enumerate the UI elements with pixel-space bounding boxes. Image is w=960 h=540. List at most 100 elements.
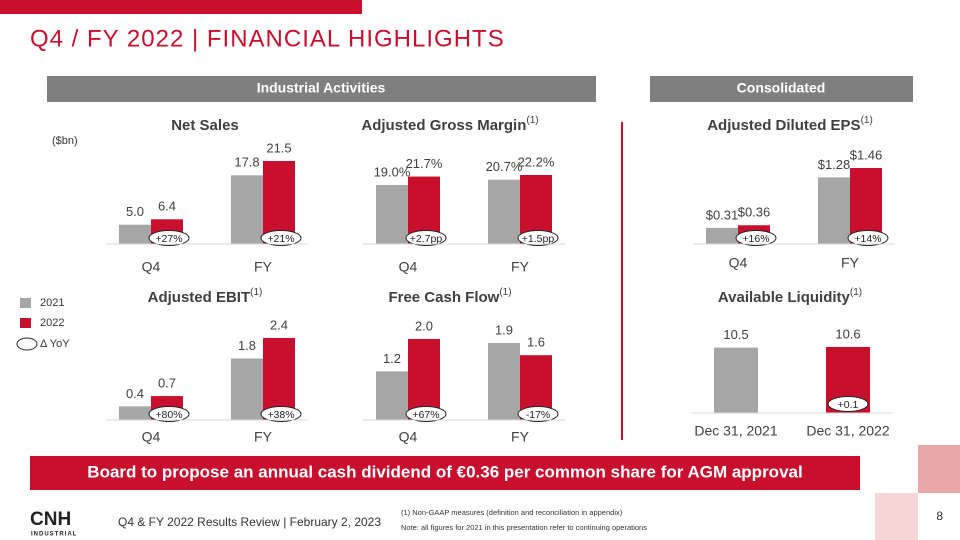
bar bbox=[376, 371, 408, 420]
bar bbox=[376, 184, 408, 244]
delta-label: +14% bbox=[854, 233, 881, 245]
value-label: 21.7% bbox=[406, 156, 443, 171]
delta-label: +67% bbox=[412, 409, 439, 421]
top-bar bbox=[0, 0, 362, 14]
delta-oval bbox=[405, 406, 447, 422]
chart-title-text: Adjusted EBIT bbox=[148, 289, 251, 306]
chart-title-text: Adjusted Diluted EPS bbox=[707, 117, 860, 134]
delta-oval bbox=[260, 230, 302, 246]
value-label: 19.0% bbox=[374, 164, 411, 179]
value-label: 2.0 bbox=[415, 318, 433, 333]
chart-title: Net Sales bbox=[171, 117, 239, 134]
value-label: 10.5 bbox=[723, 327, 748, 342]
category-label: FY bbox=[254, 429, 273, 445]
bar bbox=[119, 406, 151, 420]
chart-title: Adjusted Diluted EPS(1) bbox=[707, 115, 873, 134]
delta-oval bbox=[148, 230, 190, 246]
delta-label: +16% bbox=[742, 233, 769, 245]
value-label: 6.4 bbox=[158, 199, 176, 214]
unit-note: ($bn) bbox=[52, 135, 78, 147]
legend-label: 2022 bbox=[40, 317, 64, 329]
decor bbox=[875, 493, 918, 540]
chart-title: Adjusted EBIT(1) bbox=[148, 287, 263, 306]
value-label: 0.7 bbox=[158, 376, 176, 391]
bar bbox=[818, 177, 850, 244]
delta-label: +0.1 bbox=[838, 399, 859, 411]
footer-text: Q4 & FY 2022 Results Review | February 2… bbox=[118, 515, 381, 529]
category-label: Q4 bbox=[399, 429, 418, 445]
delta-label: +27% bbox=[155, 233, 182, 245]
title-note: (1) bbox=[250, 287, 262, 298]
bar bbox=[231, 175, 263, 244]
value-label: 1.9 bbox=[495, 322, 513, 337]
value-label: $0.36 bbox=[738, 205, 771, 220]
section-header bbox=[47, 76, 596, 102]
title-note: (1) bbox=[499, 287, 511, 298]
bar bbox=[714, 347, 758, 413]
chart-title: Free Cash Flow(1) bbox=[388, 287, 511, 306]
bar bbox=[231, 358, 263, 420]
value-label: 20.7% bbox=[486, 159, 523, 174]
chart-title: Adjusted Gross Margin(1) bbox=[361, 115, 538, 134]
slide-title: Q4 / FY 2022 | FINANCIAL HIGHLIGHTS bbox=[30, 25, 505, 52]
value-label: 22.2% bbox=[518, 154, 555, 169]
title-note: (1) bbox=[526, 115, 538, 126]
value-label: 2.4 bbox=[270, 317, 288, 332]
value-label: 1.8 bbox=[238, 338, 256, 353]
category-label: Q4 bbox=[399, 259, 418, 275]
footnote: Note: all figures for 2021 in this prese… bbox=[401, 523, 647, 532]
category-label: FY bbox=[841, 255, 860, 271]
category-label: Q4 bbox=[142, 429, 161, 445]
bar bbox=[706, 227, 738, 244]
section-label: Consolidated bbox=[737, 80, 826, 96]
section-header bbox=[650, 76, 913, 102]
category-label: FY bbox=[511, 429, 530, 445]
delta-label: +80% bbox=[155, 409, 182, 421]
logo: CNH bbox=[30, 509, 71, 530]
footnote: (1) Non-GAAP measures (definition and re… bbox=[401, 508, 623, 517]
value-label: 10.6 bbox=[835, 326, 860, 341]
chart-title-text: Net Sales bbox=[171, 117, 239, 134]
legend-swatch bbox=[20, 298, 31, 308]
chart-title: Available Liquidity(1) bbox=[718, 287, 862, 306]
delta-oval bbox=[847, 230, 889, 246]
logo-sub: INDUSTRIAL bbox=[31, 532, 77, 538]
page-number: 8 bbox=[936, 509, 943, 523]
value-label: 5.0 bbox=[126, 204, 144, 219]
value-label: 21.5 bbox=[266, 140, 291, 155]
legend-label: 2021 bbox=[40, 297, 64, 309]
title-note: (1) bbox=[861, 115, 873, 126]
bar bbox=[119, 224, 151, 244]
bar bbox=[488, 179, 520, 244]
value-label: 1.2 bbox=[383, 351, 401, 366]
title-note: (1) bbox=[850, 287, 862, 298]
delta-label: +1.5pp bbox=[522, 233, 555, 245]
category-label: FY bbox=[254, 259, 273, 275]
delta-oval bbox=[735, 230, 777, 246]
legend-oval bbox=[16, 337, 38, 351]
legend-swatch bbox=[20, 318, 31, 328]
delta-label: +2.7pp bbox=[410, 233, 443, 245]
delta-label: -17% bbox=[526, 409, 551, 421]
delta-label: +21% bbox=[267, 233, 294, 245]
value-label: $0.31 bbox=[706, 207, 739, 222]
category-label: Q4 bbox=[729, 255, 748, 271]
chart-title-text: Available Liquidity bbox=[718, 289, 851, 306]
delta-oval bbox=[517, 230, 559, 246]
delta-oval bbox=[260, 406, 302, 422]
value-label: 0.4 bbox=[126, 386, 144, 401]
chart-title-text: Free Cash Flow bbox=[388, 289, 499, 306]
delta-oval bbox=[517, 406, 559, 422]
section-label: Industrial Activities bbox=[257, 80, 386, 96]
category-label: Dec 31, 2021 bbox=[694, 423, 777, 439]
category-label: FY bbox=[511, 259, 530, 275]
delta-oval bbox=[827, 396, 869, 412]
category-label: Q4 bbox=[142, 259, 161, 275]
delta-oval bbox=[405, 230, 447, 246]
chart-title-text: Adjusted Gross Margin bbox=[361, 117, 526, 134]
category-label: Dec 31, 2022 bbox=[806, 423, 889, 439]
value-label: 17.8 bbox=[234, 155, 259, 170]
bar bbox=[488, 343, 520, 420]
decor bbox=[918, 445, 960, 493]
